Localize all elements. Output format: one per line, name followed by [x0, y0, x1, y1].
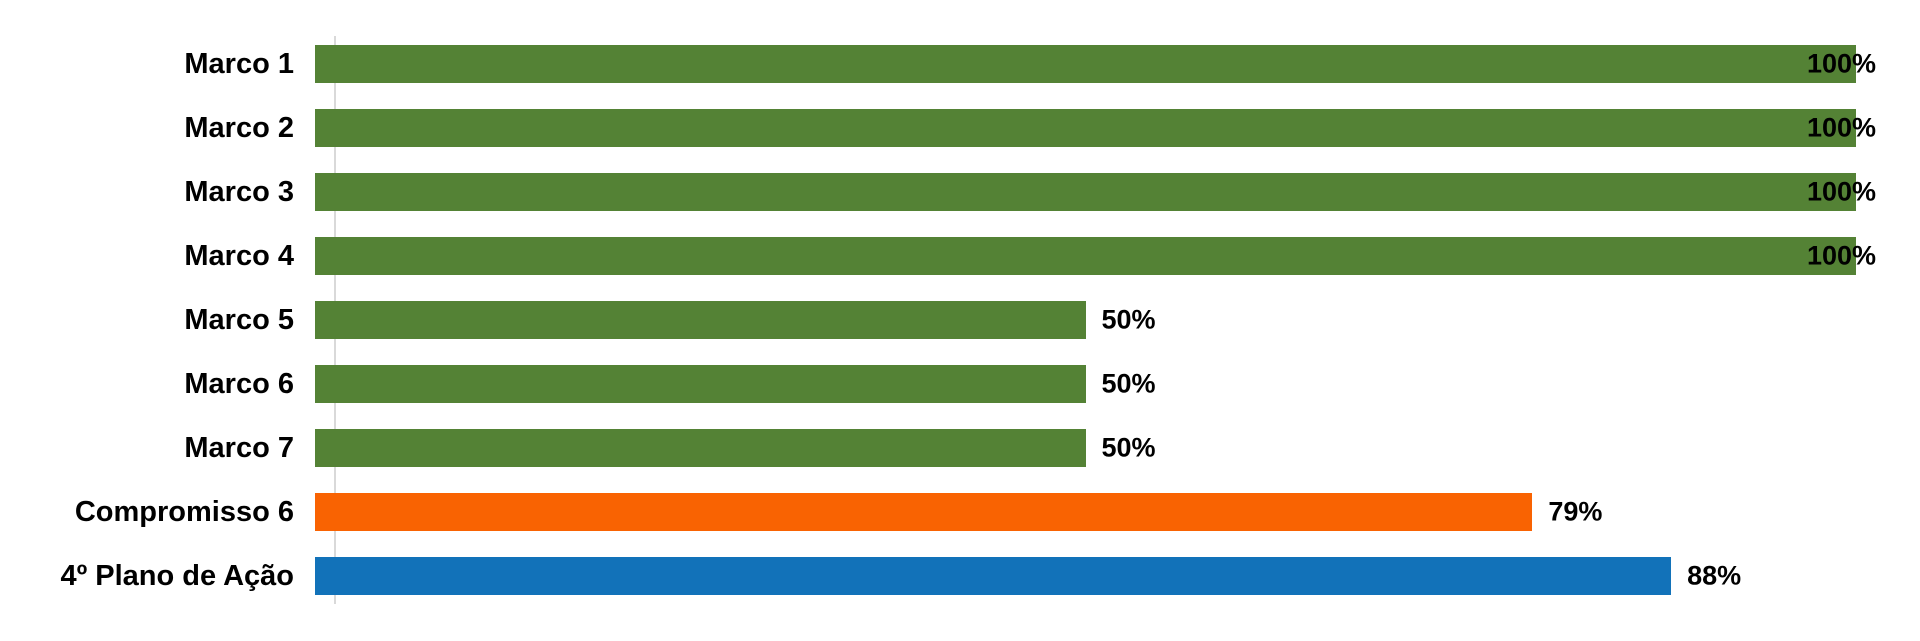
- category-label: Compromisso 6: [74, 495, 294, 528]
- bar-row: Marco 6 50%: [0, 365, 1920, 403]
- value-label: 88%: [1687, 560, 1742, 591]
- bar-track: 100%: [315, 173, 1876, 211]
- category-label: Marco 2: [184, 111, 294, 144]
- bar-track: 79%: [315, 493, 1856, 531]
- category-label: Marco 7: [184, 431, 294, 464]
- category-label: Marco 1: [184, 47, 294, 80]
- bar-row: Marco 4 100%: [0, 237, 1920, 275]
- bar-row: 4º Plano de Ação 88%: [0, 557, 1920, 595]
- value-label: 100%: [1806, 176, 1876, 207]
- bar-3: 100%: [315, 173, 1876, 211]
- bar-row: Marco 2 100%: [0, 109, 1920, 147]
- bar-8: 79%: [315, 493, 1602, 531]
- bar-track: 100%: [315, 237, 1876, 275]
- category-label: Marco 5: [184, 303, 294, 336]
- category-label: Marco 4: [184, 239, 294, 272]
- value-label: 100%: [1806, 112, 1876, 143]
- bar-track: 50%: [315, 429, 1856, 467]
- category-label: 4º Plano de Ação: [60, 559, 294, 592]
- bar-row: Marco 3 100%: [0, 173, 1920, 211]
- bar-row: Marco 1 100%: [0, 45, 1920, 83]
- bar-track: 50%: [315, 365, 1856, 403]
- bar-track: 100%: [315, 109, 1876, 147]
- value-label: 50%: [1101, 368, 1156, 399]
- bar-row: Compromisso 6 79%: [0, 493, 1920, 531]
- bar-track: 88%: [315, 557, 1856, 595]
- bar-rows-container: Marco 1 100% Marco 2 100% Marco 3 100% Marco 4…: [0, 45, 1920, 595]
- bar-5: 50%: [315, 301, 1156, 339]
- bar-6: 50%: [315, 365, 1156, 403]
- bar-2: 100%: [315, 109, 1876, 147]
- bar-track: 100%: [315, 45, 1876, 83]
- value-label: 50%: [1101, 432, 1156, 463]
- category-label: Marco 6: [184, 367, 294, 400]
- value-label: 79%: [1548, 496, 1603, 527]
- category-label: Marco 3: [184, 175, 294, 208]
- bar-row: Marco 7 50%: [0, 429, 1920, 467]
- value-label: 50%: [1101, 304, 1156, 335]
- value-label: 100%: [1806, 48, 1876, 79]
- bar-7: 50%: [315, 429, 1156, 467]
- bar-track: 50%: [315, 301, 1856, 339]
- value-label: 100%: [1806, 240, 1876, 271]
- bar-1: 100%: [315, 45, 1876, 83]
- bar-4: 100%: [315, 237, 1876, 275]
- bar-9: 88%: [315, 557, 1741, 595]
- bar-row: Marco 5 50%: [0, 301, 1920, 339]
